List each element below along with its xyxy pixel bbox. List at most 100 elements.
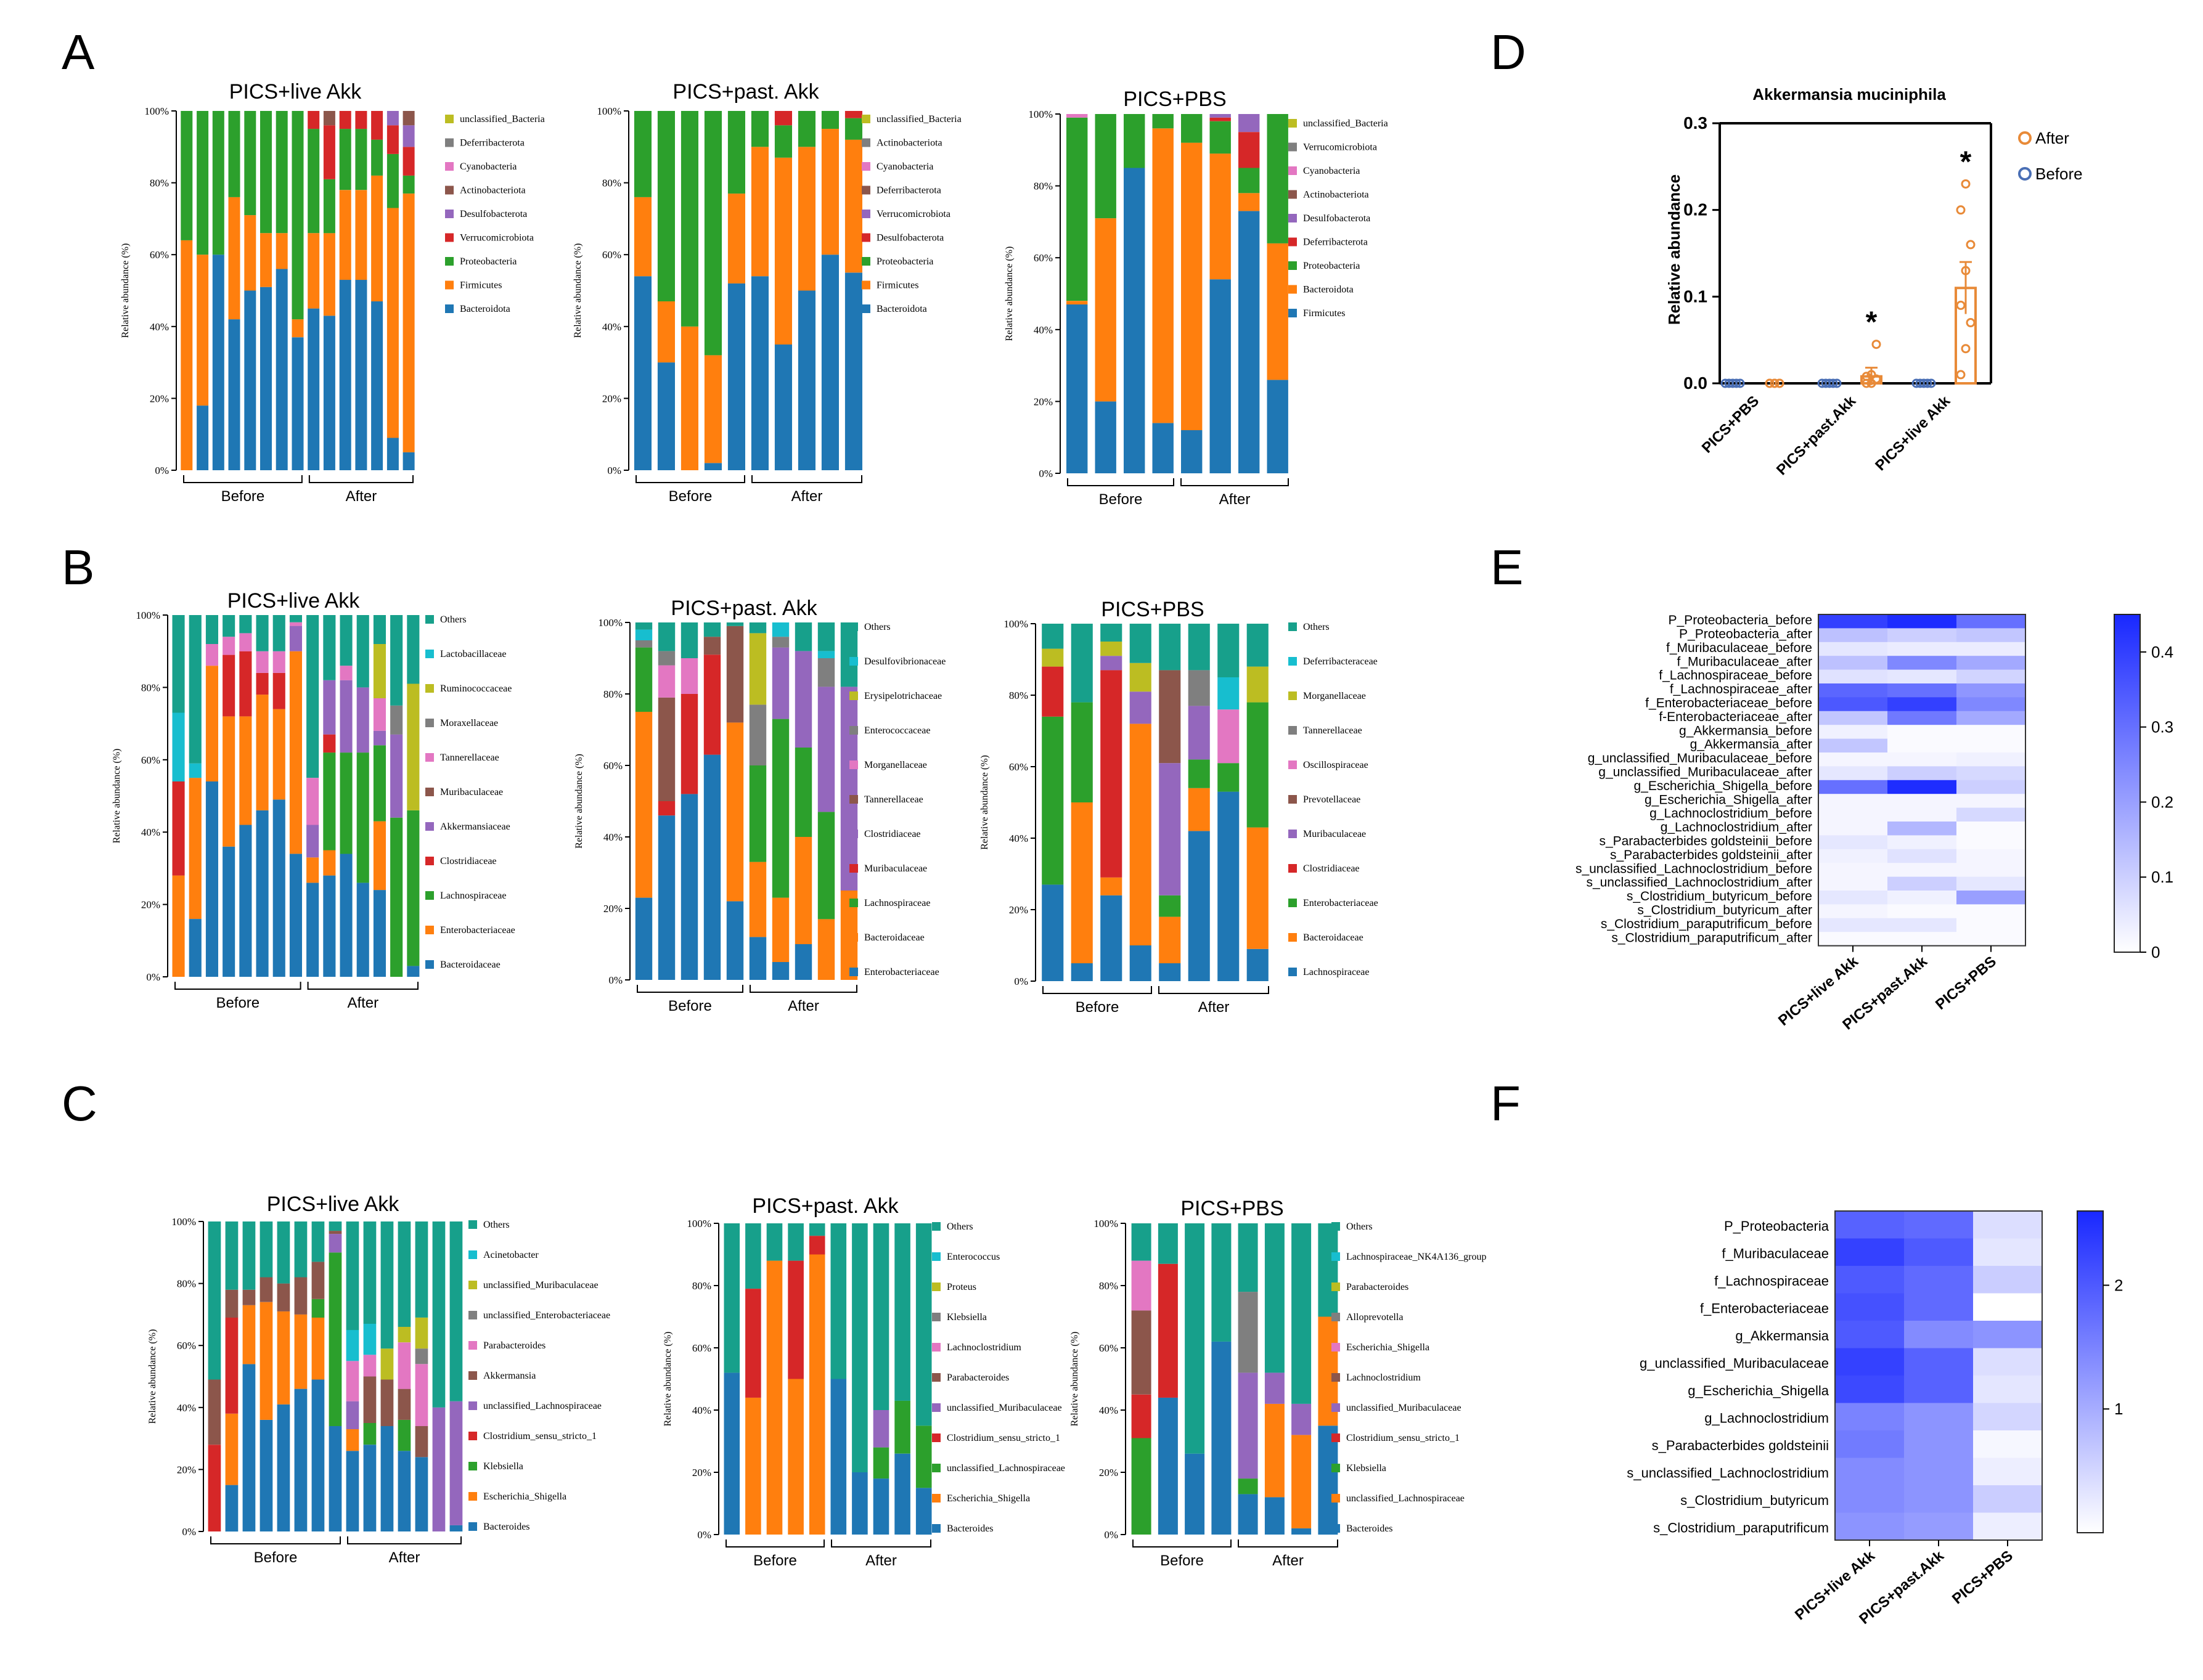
- chart-title: PICS+PBS: [1101, 598, 1204, 621]
- stacked-bar-segment: [386, 208, 399, 438]
- heatmap-cell: [1887, 891, 1957, 905]
- heatmap-cell: [1956, 807, 2026, 822]
- stacked-bar-segment: [840, 622, 858, 687]
- stacked-bar-segment: [817, 687, 835, 812]
- stacked-bar-segment: [228, 319, 240, 470]
- y-tick-label: 60%: [692, 1342, 711, 1354]
- legend-entry: Verrucomicrobiota: [877, 209, 950, 219]
- stacked-bar-segment: [363, 1376, 377, 1423]
- legend-swatch: [445, 257, 454, 266]
- heatmap-cell: [1973, 1485, 2043, 1513]
- legend-entry: Clostridium_sensu_stricto_1: [1346, 1433, 1460, 1443]
- heatmap-cell: [1835, 1321, 1905, 1348]
- legend-entry: Proteus: [947, 1282, 976, 1292]
- legend-swatch: [1288, 760, 1297, 769]
- stacked-bar-segment: [1238, 1478, 1258, 1494]
- y-tick-label: 80%: [603, 688, 623, 700]
- stacked-bar-segment: [323, 752, 336, 850]
- legend-entry: Clostridium_sensu_stricto_1: [947, 1433, 1060, 1443]
- stacked-bar-segment: [1100, 670, 1122, 878]
- legend-swatch: [425, 857, 434, 865]
- stacked-bar-segment: [308, 111, 320, 129]
- stacked-bar-segment: [398, 1342, 411, 1389]
- legend-entry: unclassified_Bacteria: [877, 114, 962, 124]
- heatmap-cell: [1973, 1266, 2043, 1294]
- stacked-bar-segment: [272, 672, 285, 709]
- heatmap-cell: [1887, 738, 1957, 753]
- stacked-bar-segment: [915, 1425, 932, 1488]
- heatmap-cell: [1835, 1348, 1905, 1376]
- stacked-bar-segment: [1071, 624, 1093, 703]
- stacked-bar-segment: [323, 125, 335, 179]
- legend-swatch: [1288, 261, 1297, 270]
- stacked-bar-segment: [1158, 1223, 1178, 1264]
- stacked-bar-segment: [1238, 1292, 1258, 1373]
- heatmap-cell: [1904, 1403, 1974, 1431]
- before-point: [1926, 378, 1936, 388]
- stacked-bar-segment: [371, 111, 383, 140]
- stacked-bar-segment: [339, 280, 351, 470]
- legend-entry: Lachnospiraceae: [864, 898, 930, 908]
- legend-swatch: [862, 304, 870, 313]
- color-scale-bar: [2114, 614, 2141, 953]
- stacked-bar-segment: [407, 966, 420, 977]
- heatmap-cell: [1973, 1512, 2043, 1541]
- legend-swatch: [425, 822, 434, 831]
- stacked-bar-segment: [852, 1223, 868, 1472]
- stacked-bar-segment: [1181, 114, 1203, 143]
- stacked-bar-segment: [403, 147, 415, 176]
- stacked-bar-segment: [306, 615, 319, 778]
- heatmap-cell: [1904, 1458, 1974, 1486]
- stacked-bar-segment: [703, 622, 721, 637]
- stacked-bar-segment: [323, 680, 336, 735]
- heatmap-cell: [1818, 780, 1888, 794]
- scale-tick-label: 0: [2151, 943, 2160, 961]
- legend-swatch: [1331, 1464, 1340, 1472]
- heatmap-cell: [1904, 1512, 1974, 1541]
- y-tick-label: 20%: [1099, 1467, 1118, 1478]
- heatmap-cell: [1956, 628, 2026, 643]
- stacked-bar-segment: [1267, 380, 1288, 473]
- legend-swatch: [1288, 214, 1297, 222]
- stacked-bar-segment: [356, 687, 369, 753]
- stacked-bar-segment: [894, 1453, 910, 1535]
- stacked-bar-segment: [1042, 716, 1064, 885]
- y-tick-label: 60%: [1009, 761, 1028, 773]
- y-tick-label: 0%: [1039, 468, 1053, 479]
- heatmap-row-label: s_Clostridium_butyricum_after: [1637, 903, 1812, 918]
- stacked-bar-segment: [292, 111, 304, 320]
- stacked-bar-segment: [749, 765, 767, 862]
- stacked-bar-segment: [1152, 114, 1174, 129]
- heatmap-cell: [1818, 669, 1888, 684]
- stacked-bar-segment: [306, 825, 319, 858]
- legend-swatch: [468, 1401, 477, 1410]
- legend-entry: Enterobacteriaceae: [864, 967, 939, 977]
- stacked-bar-segment: [311, 1299, 325, 1318]
- y-tick-label: 0%: [1104, 1529, 1118, 1541]
- heatmap-cell: [1973, 1238, 2043, 1266]
- stacked-bar-segment: [256, 672, 269, 695]
- group-label: Before: [1160, 1552, 1204, 1569]
- legend-swatch: [849, 622, 858, 631]
- legend-swatch: [445, 186, 454, 195]
- stacked-bar-segment: [1042, 624, 1064, 649]
- stacked-bar-segment: [1185, 1223, 1205, 1454]
- stacked-bar-segment: [1188, 788, 1210, 831]
- legend-entry: Actinobacteriota: [877, 138, 942, 149]
- stacked-bar-segment: [208, 1445, 221, 1531]
- heatmap-cell: [1818, 683, 1888, 698]
- stacked-bar-segment: [1042, 666, 1064, 717]
- after-point: [1956, 205, 1966, 215]
- heatmap-cell: [1818, 725, 1888, 740]
- stacked-bar-segment: [1209, 279, 1231, 473]
- heatmap-row-label: g_Akkermansia_before: [1679, 724, 1812, 738]
- stacked-bar-segment: [294, 1277, 308, 1315]
- heatmap-cell: [1956, 766, 2026, 781]
- y-tick-label: 40%: [603, 831, 623, 843]
- stacked-bar-segment: [1158, 1397, 1178, 1535]
- panel-letter: D: [1490, 25, 1526, 80]
- panel-letter: A: [62, 25, 95, 80]
- heatmap-cell: [1904, 1293, 1974, 1321]
- stacked-bar-segment: [1129, 663, 1151, 692]
- heatmap-cell: [1956, 849, 2026, 863]
